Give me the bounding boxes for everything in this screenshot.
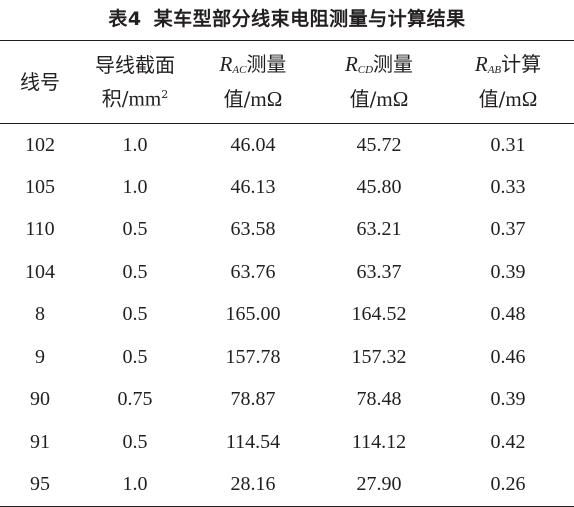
cell-wire-number: 95 xyxy=(0,463,80,507)
cell-wire-number: 8 xyxy=(35,303,45,326)
cell-wire-number: 91 xyxy=(30,430,50,453)
cell-rab: 0.46 xyxy=(490,345,526,368)
cell-cross-section: 0.5 xyxy=(122,345,148,368)
cell-rac: 28.16 xyxy=(190,463,316,507)
cell-rac: 46.04 xyxy=(230,133,276,156)
cell-rab: 0.37 xyxy=(490,218,526,241)
cell-rcd: 114.12 xyxy=(351,430,407,453)
table-row: 104 0.5 63.76 63.37 0.39 xyxy=(0,251,574,294)
table-body: 102 1.0 46.04 45.72 0.31 105 1.0 46.13 45.80 0.33… xyxy=(0,124,574,507)
cell-cross-section: 1.0 xyxy=(122,133,148,156)
table-row: 110 0.5 63.58 63.21 0.37 xyxy=(0,209,574,252)
cell-cross-section: 1.0 xyxy=(122,175,148,198)
cell-rac: 63.58 xyxy=(230,218,276,241)
table-caption: 表4 某车型部分线束电阻测量与计算结果 xyxy=(0,4,574,31)
cell-rab: 0.42 xyxy=(490,430,526,453)
cell-rab: 0.48 xyxy=(490,303,526,326)
cell-rac: 157.78 xyxy=(225,345,281,368)
cell-rcd: 27.90 xyxy=(316,463,442,507)
cell-rcd: 78.48 xyxy=(356,388,402,411)
resistance-table: 线号 导线截面 积/mm2 RAC测量 值/mΩ RCD测量 值/mΩ RAB计… xyxy=(0,40,574,507)
header-cross-section: 导线截面 积/mm2 xyxy=(80,40,190,124)
table-row: 95 1.0 28.16 27.90 0.26 xyxy=(0,463,574,507)
table-row: 9 0.5 157.78 157.32 0.46 xyxy=(0,336,574,379)
cell-wire-number: 104 xyxy=(25,260,55,283)
cell-cross-section: 0.5 xyxy=(122,218,148,241)
cell-wire-number: 105 xyxy=(25,175,55,198)
header-rac-measured: RAC测量 值/mΩ xyxy=(190,40,316,124)
cell-rab: 0.33 xyxy=(490,175,526,198)
cell-rcd: 45.72 xyxy=(356,133,402,156)
table-row: 8 0.5 165.00 164.52 0.48 xyxy=(0,294,574,337)
cell-cross-section: 0.5 xyxy=(122,430,148,453)
cell-rcd: 63.37 xyxy=(356,260,402,283)
cell-cross-section: 0.75 xyxy=(117,388,153,411)
cell-rac: 114.54 xyxy=(225,430,281,453)
header-row: 线号 导线截面 积/mm2 RAC测量 值/mΩ RCD测量 值/mΩ RAB计… xyxy=(0,40,574,124)
cell-rcd: 63.21 xyxy=(356,218,402,241)
cell-rac: 46.13 xyxy=(230,175,276,198)
cell-rab: 0.39 xyxy=(490,260,526,283)
table-title: 某车型部分线束电阻测量与计算结果 xyxy=(153,8,466,30)
table-row: 90 0.75 78.87 78.48 0.39 xyxy=(0,379,574,422)
table-row: 102 1.0 46.04 45.72 0.31 xyxy=(0,124,574,167)
header-wire-number: 线号 xyxy=(0,40,80,124)
header-rab-calculated: RAB计算 值/mΩ xyxy=(442,40,574,124)
cell-rac: 78.87 xyxy=(230,388,276,411)
cell-rcd: 164.52 xyxy=(351,303,407,326)
header-rcd-measured: RCD测量 值/mΩ xyxy=(316,40,442,124)
cell-rcd: 45.80 xyxy=(356,175,402,198)
table-row: 91 0.5 114.54 114.12 0.42 xyxy=(0,421,574,464)
cell-rac: 63.76 xyxy=(230,260,276,283)
cell-wire-number: 110 xyxy=(25,218,55,241)
cell-rac: 165.00 xyxy=(225,303,281,326)
cell-cross-section: 0.5 xyxy=(122,303,148,326)
cell-rab: 0.31 xyxy=(490,133,526,156)
cell-cross-section: 0.5 xyxy=(122,260,148,283)
cell-rcd: 157.32 xyxy=(351,345,407,368)
table-row: 105 1.0 46.13 45.80 0.33 xyxy=(0,166,574,209)
cell-cross-section: 1.0 xyxy=(80,463,190,507)
cell-rab: 0.39 xyxy=(490,388,526,411)
cell-wire-number: 9 xyxy=(35,345,45,368)
cell-rab: 0.26 xyxy=(442,463,574,507)
table-number: 表4 xyxy=(108,8,142,30)
cell-wire-number: 90 xyxy=(30,388,50,411)
cell-wire-number: 102 xyxy=(25,133,55,156)
